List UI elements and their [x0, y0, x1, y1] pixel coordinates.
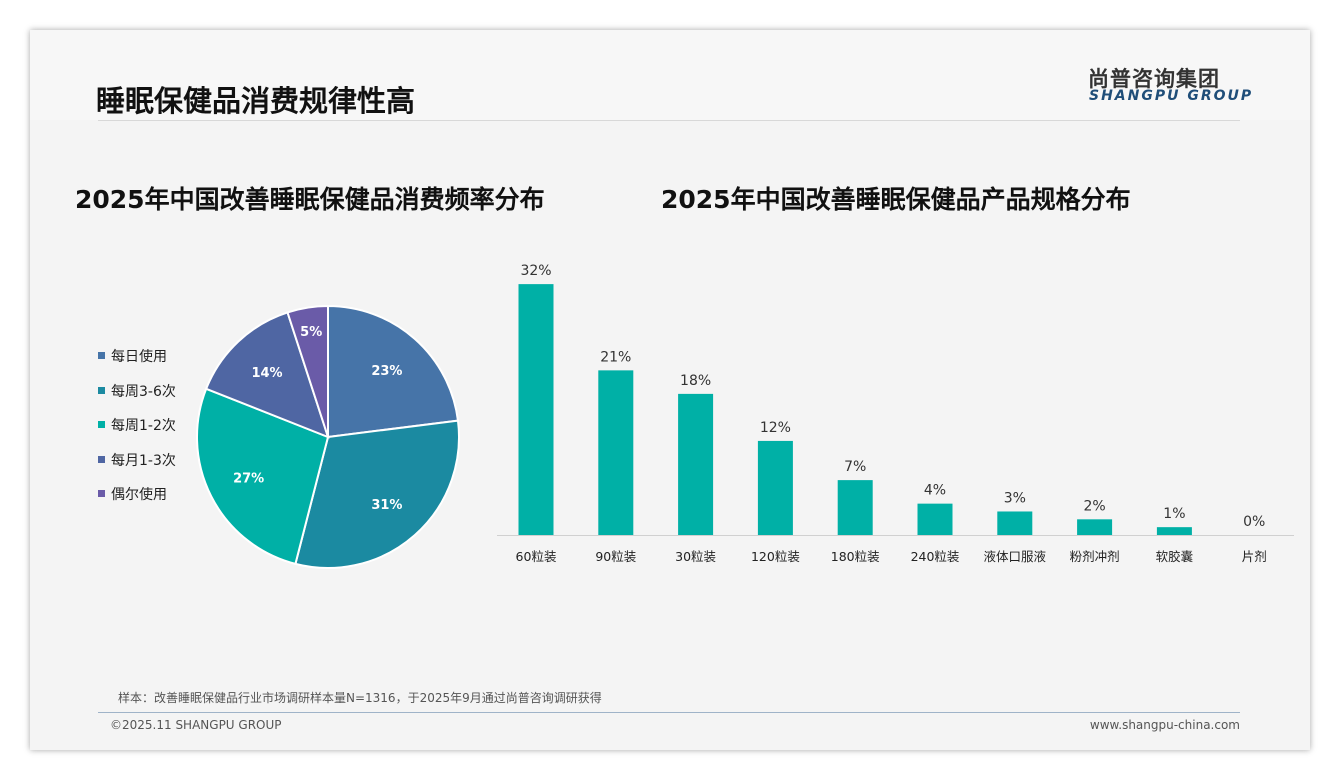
bar-value-label: 12% [760, 420, 791, 436]
bar [598, 370, 634, 535]
pie-title: 2025年中国改善睡眠保健品消费频率分布 [75, 185, 545, 214]
x-tick-label: 软胶囊 [1156, 549, 1194, 564]
divider [98, 120, 1240, 121]
bar [678, 393, 714, 535]
copyright: ©2025.11 SHANGPU GROUP [110, 718, 282, 732]
legend-label: 每周3-6次 [111, 383, 176, 400]
page-title: 睡眠保健品消费规律性高 [96, 84, 416, 118]
pie-slice [327, 304, 460, 439]
bar-value-label: 7% [844, 459, 866, 475]
pie-label: 23% [371, 364, 402, 379]
legend-label: 每日使用 [111, 349, 167, 365]
pie-slice [286, 304, 329, 438]
legend-item: 每周1-2次 [98, 415, 176, 450]
bar-value-label: 18% [680, 373, 711, 389]
legend-label: 偶尔使用 [111, 487, 167, 503]
bar-value-label: 3% [1004, 490, 1026, 506]
pie-label: 31% [371, 498, 402, 513]
pie-slice [294, 419, 460, 569]
bar [997, 511, 1033, 535]
bar [518, 284, 554, 535]
slide: 睡眠保健品消费规律性高 尚普咨询集团 SHANGPU GROUP 2025年中国… [30, 30, 1310, 750]
pie-slice [196, 387, 330, 566]
legend-swatch [98, 386, 105, 394]
bar [917, 503, 953, 535]
pie-legend: 每日使用每周3-6次 每周1-2次 每月1-3次 偶尔使用 [98, 346, 176, 519]
x-tick-label: 180粒装 [831, 549, 880, 564]
header [30, 30, 1310, 120]
sample-note: 样本：改善睡眠保健品行业市场调研样本量N=1316，于2025年9月通过尚普咨询… [118, 691, 602, 705]
website: www.shangpu-china.com [1089, 718, 1240, 732]
pie-label: 14% [251, 366, 282, 381]
bar-value-label: 1% [1163, 506, 1185, 522]
x-tick-label: 60粒装 [516, 549, 557, 564]
legend-item: 每月1-3次 [98, 450, 176, 485]
footer-divider [98, 712, 1240, 713]
logo-en: SHANGPU GROUP [1089, 88, 1254, 104]
bar-value-label: 4% [924, 483, 946, 499]
bar-value-label: 0% [1243, 514, 1265, 530]
legend-label: 每月1-3次 [111, 452, 176, 469]
pie-label: 5% [300, 325, 322, 340]
bar [1156, 527, 1192, 535]
x-tick-label: 片剂 [1242, 549, 1267, 564]
logo-cn: 尚普咨询集团 [1088, 67, 1220, 91]
x-tick-label: 粉剂冲剂 [1070, 549, 1120, 564]
legend-swatch [98, 421, 105, 428]
bar-value-label: 32% [520, 263, 551, 279]
x-tick-label: 240粒装 [911, 549, 960, 564]
x-tick-label: 120粒装 [751, 549, 800, 564]
bar [837, 480, 873, 535]
legend-item: 每周3-6次 [98, 381, 176, 416]
legend-label: 每周1-2次 [111, 418, 176, 434]
legend-swatch [98, 352, 105, 359]
legend-swatch [98, 455, 105, 463]
x-tick-label: 30粒装 [675, 549, 716, 564]
bar-value-label: 2% [1083, 498, 1105, 514]
bar [757, 440, 793, 535]
legend-swatch [98, 490, 105, 497]
x-tick-label: 液体口服液 [984, 549, 1047, 564]
pie-label: 27% [233, 471, 264, 486]
charts-svg: 23% 31% 27% 14% 5% 32% 60粒装 21% 90粒装 18% 30粒装 12% 12… [196, 263, 1294, 569]
x-tick-label: 90粒装 [595, 549, 636, 564]
legend-item: 偶尔使用 [98, 484, 176, 519]
bar-title: 2025年中国改善睡眠保健品产品规格分布 [661, 185, 1131, 214]
bar [1077, 519, 1113, 535]
legend-item: 每日使用 [98, 346, 176, 381]
bar-value-label: 21% [600, 349, 631, 365]
